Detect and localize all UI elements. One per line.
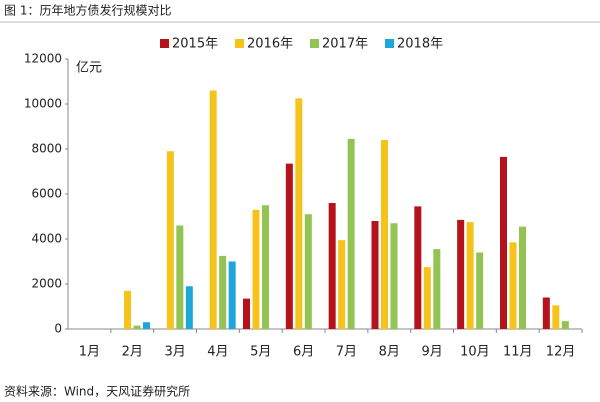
x-tick-label: 1月 (79, 345, 100, 360)
bar (185, 286, 193, 329)
x-tick-label: 2月 (122, 345, 143, 360)
bar (414, 206, 422, 329)
legend-label: 2017年 (322, 37, 368, 52)
x-tick-label: 10月 (460, 345, 490, 360)
bar (176, 225, 184, 329)
bar (285, 163, 293, 329)
bar (457, 219, 465, 329)
bar (338, 240, 346, 329)
bar (124, 290, 131, 329)
bar (347, 138, 355, 329)
bar (219, 255, 227, 329)
bar (423, 267, 431, 329)
x-tick-label: 11月 (503, 345, 533, 360)
y-tick-label: 8000 (31, 142, 62, 156)
bar (561, 321, 569, 329)
bar (519, 226, 526, 329)
legend-swatch (160, 39, 169, 48)
bar (243, 298, 250, 329)
x-tick-label: 9月 (421, 345, 442, 360)
bar (542, 297, 550, 329)
legend-label: 2016年 (247, 37, 293, 52)
y-tick-label: 4000 (31, 232, 62, 246)
x-tick-label: 3月 (164, 345, 185, 360)
bar (328, 203, 336, 329)
bar (381, 140, 388, 329)
y-tick-label: 6000 (31, 187, 62, 201)
bar (295, 98, 303, 329)
bar (133, 325, 141, 329)
legend-label: 2018年 (397, 37, 443, 52)
x-tick-label: 12月 (546, 345, 576, 360)
bar (209, 90, 217, 329)
bar (433, 249, 441, 329)
bar (476, 252, 484, 329)
bar (304, 214, 312, 329)
y-tick-label: 10000 (24, 97, 62, 111)
x-tick-label: 8月 (379, 345, 400, 360)
bar (252, 209, 260, 329)
bar (143, 322, 150, 329)
bar (228, 261, 236, 329)
bar (552, 305, 560, 329)
bar (509, 242, 517, 329)
bar (390, 223, 398, 329)
bar (466, 222, 474, 329)
y-tick-label: 2000 (31, 277, 62, 291)
y-tick-label: 12000 (24, 52, 62, 66)
bar (371, 221, 379, 329)
legend-swatch (235, 39, 244, 48)
chart-title: 图 1：历年地方债发行规模对比 (4, 3, 171, 18)
x-tick-label: 5月 (250, 345, 271, 360)
legend-label: 2015年 (172, 37, 218, 52)
x-tick-label: 7月 (336, 345, 357, 360)
bar (500, 156, 507, 329)
bar (262, 205, 269, 329)
source: 资料来源：Wind，天风证券研究所 (4, 384, 190, 399)
x-tick-label: 6月 (293, 345, 314, 360)
legend-swatch (310, 39, 319, 48)
legend-swatch (385, 39, 394, 48)
y-unit: 亿元 (76, 61, 102, 76)
y-tick-label: 0 (54, 322, 62, 336)
bar (166, 151, 174, 329)
x-tick-label: 4月 (207, 345, 228, 360)
